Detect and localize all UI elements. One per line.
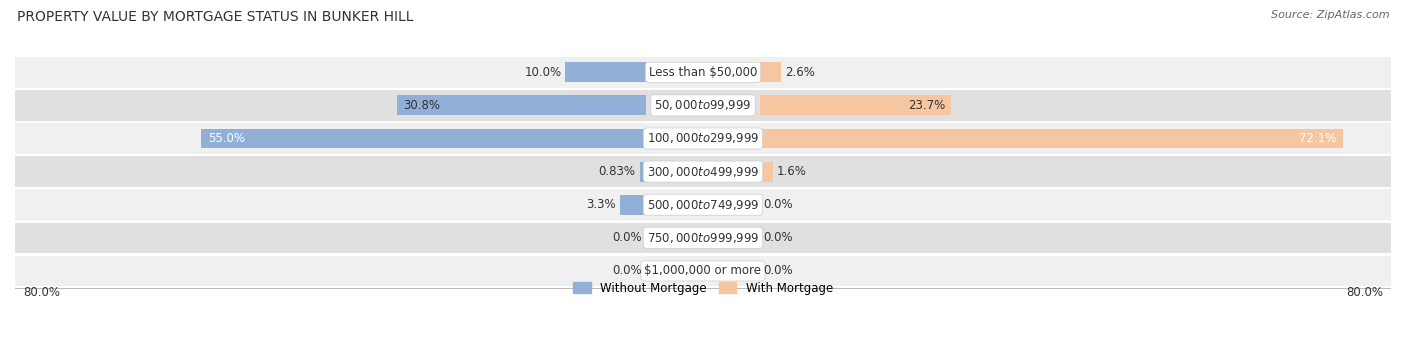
Legend: Without Mortgage, With Mortgage: Without Mortgage, With Mortgage (574, 282, 832, 295)
Bar (15, 190, 1391, 220)
Bar (759, 162, 773, 181)
Bar (620, 195, 647, 214)
Text: Source: ZipAtlas.com: Source: ZipAtlas.com (1271, 10, 1389, 20)
Text: 0.0%: 0.0% (763, 231, 793, 244)
Text: 2.6%: 2.6% (785, 66, 814, 79)
Text: 23.7%: 23.7% (908, 99, 945, 112)
Text: $500,000 to $749,999: $500,000 to $749,999 (647, 198, 759, 212)
Bar (759, 62, 780, 82)
Text: 1.6%: 1.6% (776, 165, 807, 178)
Text: $1,000,000 or more: $1,000,000 or more (644, 264, 762, 278)
Text: $100,000 to $299,999: $100,000 to $299,999 (647, 132, 759, 146)
Bar (15, 57, 1391, 88)
Bar (759, 95, 952, 115)
Text: 3.3%: 3.3% (586, 198, 616, 211)
Text: 80.0%: 80.0% (22, 286, 60, 299)
Text: 0.0%: 0.0% (613, 231, 643, 244)
Bar (15, 123, 1391, 154)
Text: PROPERTY VALUE BY MORTGAGE STATUS IN BUNKER HILL: PROPERTY VALUE BY MORTGAGE STATUS IN BUN… (17, 10, 413, 24)
Text: Less than $50,000: Less than $50,000 (648, 66, 758, 79)
Bar (640, 162, 647, 181)
Bar (759, 129, 1343, 148)
Text: 0.0%: 0.0% (763, 264, 793, 278)
Text: 10.0%: 10.0% (524, 66, 561, 79)
Bar (15, 157, 1391, 187)
Text: 55.0%: 55.0% (208, 132, 245, 145)
Text: 0.83%: 0.83% (599, 165, 636, 178)
Bar (15, 90, 1391, 121)
Bar (201, 129, 647, 148)
Text: $50,000 to $99,999: $50,000 to $99,999 (654, 99, 752, 113)
Text: $300,000 to $499,999: $300,000 to $499,999 (647, 165, 759, 179)
Text: 0.0%: 0.0% (763, 198, 793, 211)
Bar (15, 223, 1391, 253)
Text: $750,000 to $999,999: $750,000 to $999,999 (647, 231, 759, 245)
Text: 30.8%: 30.8% (404, 99, 440, 112)
Bar (15, 256, 1391, 286)
Bar (396, 95, 647, 115)
Bar (565, 62, 647, 82)
Text: 72.1%: 72.1% (1299, 132, 1337, 145)
Text: 80.0%: 80.0% (1346, 286, 1384, 299)
Text: 0.0%: 0.0% (613, 264, 643, 278)
